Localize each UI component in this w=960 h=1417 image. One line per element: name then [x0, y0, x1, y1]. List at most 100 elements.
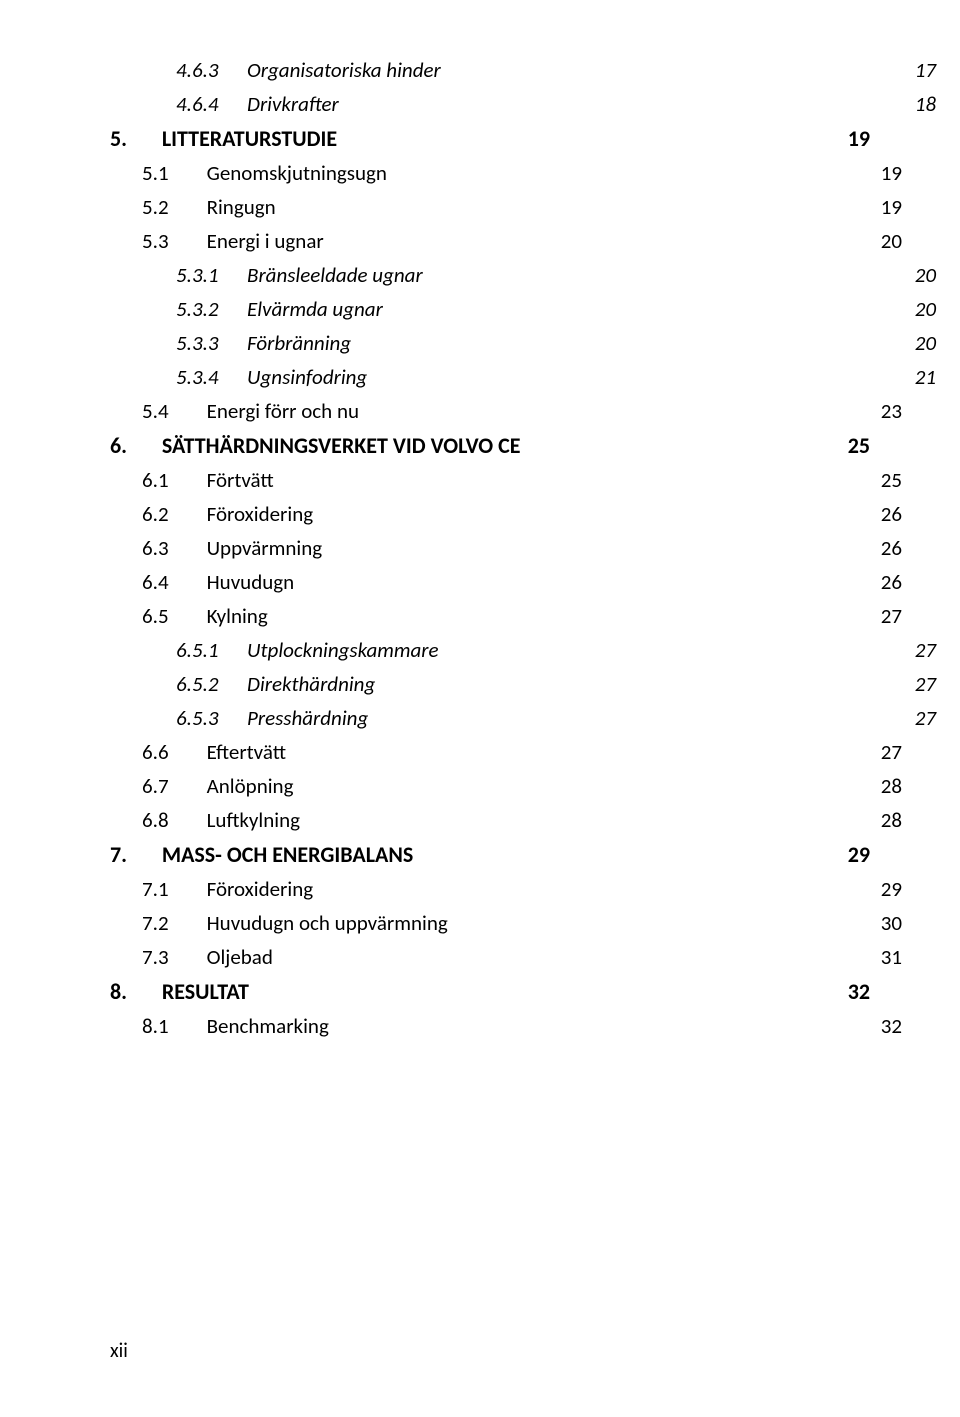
page-footer: xii [110, 1339, 128, 1363]
toc-row: 6.6 Eftertvätt27 [142, 742, 902, 763]
toc-label: SÄTTHÄRDNINGSVERKET VID VOLVO CE [162, 435, 521, 457]
toc-row: 6.5.2 Direkthärdning27 [176, 674, 936, 695]
toc-page-number: 20 [915, 333, 936, 354]
toc-label: Uppvärmning [207, 538, 323, 559]
toc-page-number: 27 [915, 674, 936, 695]
toc-number: 4.6.4 [176, 94, 247, 115]
toc-row: 4.6.4 Drivkrafter18 [176, 94, 936, 115]
toc-label: Förbränning [247, 333, 351, 354]
toc-number: 5.3.3 [176, 333, 247, 354]
toc-number: 6.1 [142, 470, 207, 491]
toc-label: RESULTAT [162, 981, 249, 1003]
toc-label: Presshärdning [247, 708, 368, 729]
toc-page-number: 26 [881, 538, 902, 559]
toc-row: 5.2 Ringugn19 [142, 197, 902, 218]
toc-number: 7.2 [142, 913, 207, 934]
toc-number: 7.3 [142, 947, 207, 968]
toc-page-number: 27 [915, 640, 936, 661]
toc-label: Föroxidering [207, 504, 314, 525]
toc-number: 5.4 [142, 401, 207, 422]
toc-page-number: 30 [881, 913, 902, 934]
toc-number: 6.5 [142, 606, 207, 627]
toc-row: 6.4 Huvudugn26 [142, 572, 902, 593]
toc-page-number: 21 [915, 367, 936, 388]
toc-number: 5.1 [142, 163, 207, 184]
toc-page-number: 32 [881, 1016, 902, 1037]
toc-page-number: 25 [881, 470, 902, 491]
toc-number: 6.5.3 [176, 708, 247, 729]
toc-label: Förtvätt [207, 470, 274, 491]
toc-label: Anlöpning [207, 776, 294, 797]
toc-label: Drivkrafter [247, 94, 339, 115]
toc-row: 8.1 Benchmarking32 [142, 1016, 902, 1037]
toc-label: LITTERATURSTUDIE [162, 128, 337, 150]
toc-number: 7.1 [142, 879, 207, 900]
toc-page-number: 23 [881, 401, 902, 422]
toc-number: 6.3 [142, 538, 207, 559]
toc-page-number: 20 [915, 265, 936, 286]
toc-row: 5. LITTERATURSTUDIE 19 [110, 128, 870, 150]
toc-page-number: 26 [881, 504, 902, 525]
table-of-contents: 4.6.3 Organisatoriska hinder174.6.4 Driv… [110, 60, 870, 1037]
toc-page-number: 32 [848, 981, 870, 1003]
toc-page-number: 31 [881, 947, 902, 968]
toc-page-number: 27 [881, 606, 902, 627]
toc-page-number: 28 [881, 810, 902, 831]
toc-number: 7. [110, 844, 162, 866]
toc-label: Benchmarking [207, 1016, 329, 1037]
toc-row: 6. SÄTTHÄRDNINGSVERKET VID VOLVO CE25 [110, 435, 870, 457]
toc-row: 8. RESULTAT32 [110, 981, 870, 1003]
page: 4.6.3 Organisatoriska hinder174.6.4 Driv… [0, 0, 960, 1417]
toc-row: 6.2 Föroxidering 26 [142, 504, 902, 525]
toc-row: 6.5.3 Presshärdning 27 [176, 708, 936, 729]
toc-row: 6.8 Luftkylning 28 [142, 810, 902, 831]
toc-row: 7.2 Huvudugn och uppvärmning 30 [142, 913, 902, 934]
toc-row: 5.1 Genomskjutningsugn19 [142, 163, 902, 184]
toc-row: 5.3 Energi i ugnar20 [142, 231, 902, 252]
toc-page-number: 27 [881, 742, 902, 763]
toc-page-number: 20 [881, 231, 902, 252]
toc-label: Energi förr och nu [207, 401, 359, 422]
toc-number: 5.3.2 [176, 299, 247, 320]
toc-row: 4.6.3 Organisatoriska hinder17 [176, 60, 936, 81]
toc-label: Oljebad [207, 947, 273, 968]
toc-number: 5. [110, 128, 162, 150]
toc-number: 6.2 [142, 504, 207, 525]
toc-row: 5.4 Energi förr och nu 23 [142, 401, 902, 422]
toc-number: 6.7 [142, 776, 207, 797]
toc-row: 6.5 Kylning 27 [142, 606, 902, 627]
toc-row: 6.1 Förtvätt 25 [142, 470, 902, 491]
toc-number: 6.8 [142, 810, 207, 831]
toc-label: Elvärmda ugnar [247, 299, 383, 320]
toc-number: 6.5.1 [176, 640, 247, 661]
toc-row: 5.3.2 Elvärmda ugnar 20 [176, 299, 936, 320]
toc-page-number: 19 [881, 197, 902, 218]
toc-label: Huvudugn [207, 572, 295, 593]
toc-row: 5.3.1 Bränsleeldade ugnar 20 [176, 265, 936, 286]
toc-number: 5.3 [142, 231, 207, 252]
toc-label: Bränsleeldade ugnar [247, 265, 423, 286]
toc-label: Kylning [207, 606, 268, 627]
toc-label: Luftkylning [207, 810, 300, 831]
toc-row: 5.3.3 Förbränning 20 [176, 333, 936, 354]
toc-number: 6.4 [142, 572, 207, 593]
toc-number: 6.6 [142, 742, 207, 763]
toc-row: 6.5.1 Utplockningskammare27 [176, 640, 936, 661]
toc-page-number: 27 [915, 708, 936, 729]
toc-number: 5.2 [142, 197, 207, 218]
toc-number: 6.5.2 [176, 674, 247, 695]
toc-number: 6. [110, 435, 162, 457]
toc-label: Organisatoriska hinder [247, 60, 441, 81]
toc-page-number: 20 [915, 299, 936, 320]
toc-page-number: 19 [881, 163, 902, 184]
toc-page-number: 28 [881, 776, 902, 797]
toc-row: 7. MASS- OCH ENERGIBALANS29 [110, 844, 870, 866]
toc-number: 5.3.1 [176, 265, 247, 286]
toc-number: 5.3.4 [176, 367, 247, 388]
toc-label: Föroxidering [207, 879, 314, 900]
toc-label: Huvudugn och uppvärmning [207, 913, 448, 934]
toc-label: MASS- OCH ENERGIBALANS [162, 844, 413, 866]
toc-row: 6.3 Uppvärmning 26 [142, 538, 902, 559]
toc-page-number: 19 [848, 128, 870, 150]
toc-page-number: 17 [915, 60, 936, 81]
